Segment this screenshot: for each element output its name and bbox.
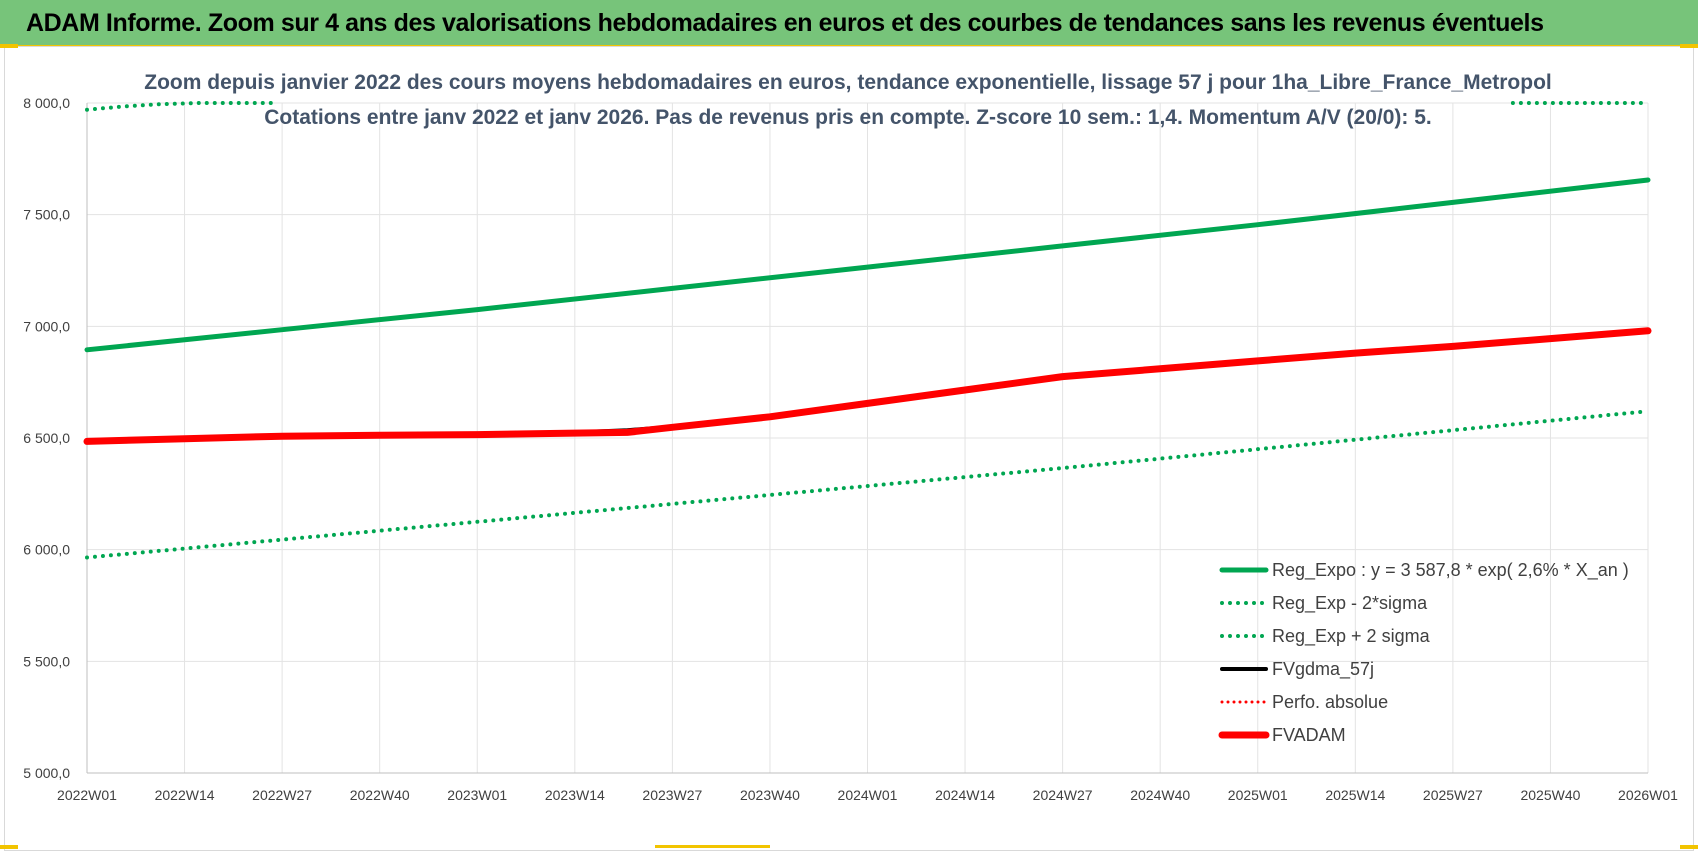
x-tick-label: 2023W01 xyxy=(447,787,507,803)
y-tick-label: 7 500,0 xyxy=(23,207,70,223)
y-tick-label: 5 500,0 xyxy=(23,653,70,669)
x-tick-label: 2023W40 xyxy=(740,787,800,803)
legend-label: Reg_Exp + 2 sigma xyxy=(1272,626,1431,647)
series-line-2 xyxy=(85,101,277,112)
x-tick-label: 2025W27 xyxy=(1423,787,1483,803)
x-tick-label: 2023W27 xyxy=(642,787,702,803)
x-tick-label: 2022W14 xyxy=(155,787,215,803)
y-tick-label: 8 000,0 xyxy=(23,95,70,111)
y-tick-label: 6 500,0 xyxy=(23,430,70,446)
x-tick-label: 2024W14 xyxy=(935,787,995,803)
report-banner: ADAM Informe. Zoom sur 4 ans des valoris… xyxy=(0,0,1698,47)
y-tick-label: 5 000,0 xyxy=(23,765,70,781)
y-axis-labels: 5 000,0 5 500,0 6 000,0 6 500,0 7 000,0 7 500… xyxy=(23,95,70,781)
series-line-1 xyxy=(85,409,1650,560)
x-tick-label: 2026W01 xyxy=(1618,787,1678,803)
frame-corner-top-left xyxy=(0,44,18,48)
x-axis-labels: 2022W01 2022W14 2022W27 2022W40 2023W01 2023W… xyxy=(57,787,1678,803)
report-title: ADAM Informe. Zoom sur 4 ans des valoris… xyxy=(26,9,1544,37)
frame-corner-bottom-right xyxy=(1680,845,1698,849)
x-tick-label: 2025W40 xyxy=(1520,787,1580,803)
legend-label: Perfo. absolue xyxy=(1272,692,1388,712)
x-tick-label: 2022W27 xyxy=(252,787,312,803)
x-tick-label: 2022W40 xyxy=(350,787,410,803)
x-tick-label: 2023W14 xyxy=(545,787,605,803)
legend: Reg_Expo : y = 3 587,8 * exp( 2,6% * X_a… xyxy=(1218,560,1629,745)
frame-corner-bottom-left xyxy=(0,845,18,849)
frame-corner-top-right xyxy=(1680,44,1698,48)
series-line-5 xyxy=(83,327,1652,445)
x-tick-label: 2024W01 xyxy=(838,787,898,803)
chart-title-line-2: Cotations entre janv 2022 et janv 2026. … xyxy=(264,106,1432,129)
series-line-0 xyxy=(84,177,1651,353)
x-tick-label: 2024W40 xyxy=(1130,787,1190,803)
x-tick-label: 2025W01 xyxy=(1228,787,1288,803)
legend-label: Reg_Exp - 2*sigma xyxy=(1272,593,1428,614)
legend-label: FVADAM xyxy=(1272,725,1346,745)
x-tick-label: 2022W01 xyxy=(57,787,117,803)
x-tick-label: 2025W14 xyxy=(1325,787,1385,803)
y-tick-label: 6 000,0 xyxy=(23,542,70,558)
y-tick-label: 7 000,0 xyxy=(23,318,70,334)
frame-handle-bottom-center xyxy=(655,845,770,848)
chart-frame xyxy=(4,46,1694,851)
chart-title-line-1: Zoom depuis janvier 2022 des cours moyen… xyxy=(144,71,1551,94)
series-lines xyxy=(83,101,1652,560)
legend-label: FVgdma_57j xyxy=(1272,659,1374,680)
x-tick-label: 2024W27 xyxy=(1033,787,1093,803)
legend-label: Reg_Expo : y = 3 587,8 * exp( 2,6% * X_a… xyxy=(1272,560,1629,581)
